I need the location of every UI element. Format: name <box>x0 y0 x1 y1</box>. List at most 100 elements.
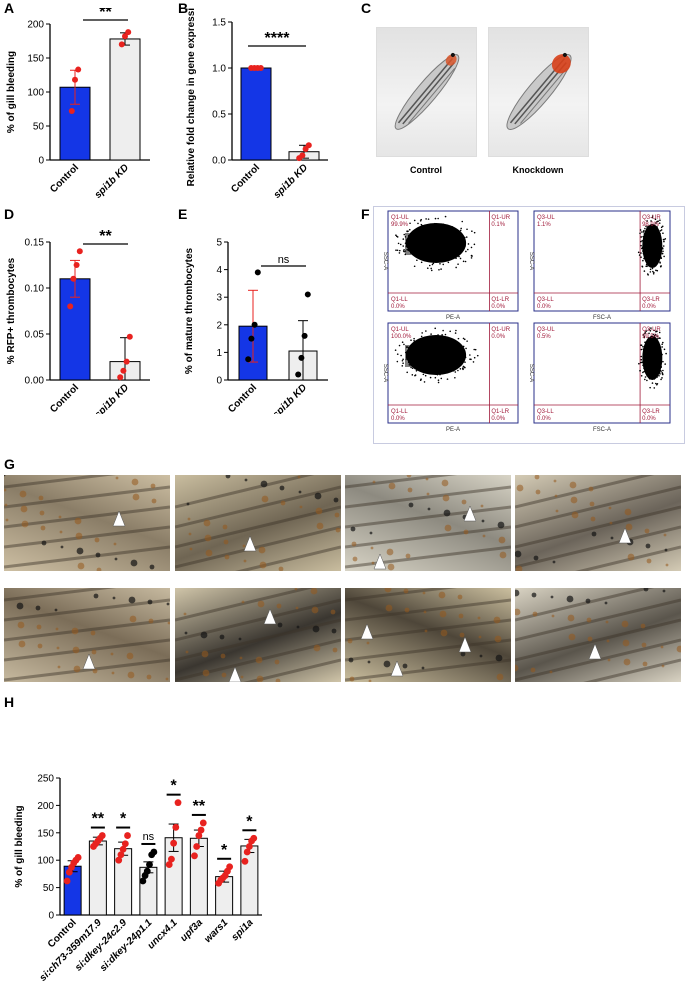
chart-b-gene-expression: 0.0 0.5 1.0 1.5 Relative fold change in gene… <box>186 8 328 201</box>
pigment-dot <box>114 557 118 561</box>
microscopy-image <box>515 588 681 682</box>
pigment-dot <box>493 616 501 624</box>
data-point <box>73 262 80 268</box>
quadrant-ll-label: Q1-LL <box>391 297 408 303</box>
muscle-fiber <box>4 505 170 529</box>
event-dot <box>644 378 646 381</box>
flow-y-axis-label: SSC-A <box>528 252 534 270</box>
muscle-fiber <box>175 588 315 622</box>
y-tick-label: 1 <box>216 348 222 359</box>
pigment-dot <box>515 565 523 571</box>
bar-treatment <box>109 38 141 161</box>
event-dot <box>444 333 447 336</box>
data-point <box>119 845 127 853</box>
event-dot <box>396 353 399 355</box>
event-dot <box>461 220 464 223</box>
event-dot <box>413 219 416 222</box>
microscopy-overlay <box>345 475 511 571</box>
event-dot <box>639 232 641 235</box>
event-dot <box>414 374 416 377</box>
quadrant-ur-value: 99.5% <box>642 334 660 340</box>
event-dot <box>644 341 646 344</box>
event-dot <box>408 228 411 231</box>
pigment-dot <box>276 603 282 609</box>
data-point <box>295 371 302 378</box>
arrowhead-icon <box>82 653 96 670</box>
pigment-dot <box>480 504 484 508</box>
pigment-dot <box>165 677 169 681</box>
event-dot <box>638 254 641 256</box>
pigment-dot <box>568 633 576 641</box>
arrowhead-icon <box>618 527 632 544</box>
quadrant-lr-label: Q3-LR <box>642 297 660 303</box>
pigment-dot <box>298 490 302 494</box>
y-tick-label: 100 <box>27 88 44 99</box>
muscle-fiber <box>345 618 511 642</box>
pigment-dot <box>60 545 64 549</box>
pigment-dot <box>463 529 469 535</box>
pigment-dot <box>299 505 303 509</box>
flow-plot: Q3-UL0.5%Q3-UR99.5%Q3-LL0.0%Q3-LR0.0%FSC… <box>528 322 671 433</box>
category-label: spi1b KD <box>93 382 131 414</box>
event-dot <box>398 344 401 347</box>
muscle-fiber <box>234 545 341 571</box>
event-dot <box>643 370 645 373</box>
pigment-dot <box>4 475 6 477</box>
event-dot <box>657 371 660 373</box>
significance-label: ** <box>99 228 112 245</box>
pigment-dot <box>316 522 324 530</box>
pigment-dot <box>515 550 522 558</box>
data-point <box>257 65 264 71</box>
y-tick-label: 150 <box>37 828 54 839</box>
pigment-dot <box>330 609 336 615</box>
pigment-dot <box>387 563 395 571</box>
pigment-dot <box>515 664 519 672</box>
pigment-dot <box>92 668 98 674</box>
event-dot <box>643 270 646 272</box>
event-dot <box>419 379 422 382</box>
quadrant-lr-label: Q1-LR <box>491 297 509 303</box>
chart-e-mature-thrombocytes: 0 1 2 3 4 5 % of mature thrombocytes Control spi… <box>184 238 328 414</box>
pigment-dot <box>38 495 44 501</box>
pigment-dot <box>478 635 482 639</box>
pigment-dot <box>516 484 524 492</box>
event-dot <box>454 376 456 379</box>
panel-label-h: H <box>4 694 15 710</box>
event-dot <box>662 360 664 363</box>
pigment-dot <box>202 669 210 677</box>
event-dot <box>640 240 642 243</box>
pigment-dot <box>111 671 115 675</box>
pigment-dot <box>331 628 337 634</box>
data-point <box>72 76 78 83</box>
event-dot <box>397 242 400 245</box>
event-cloud <box>406 335 467 375</box>
pigment-dot <box>110 652 114 656</box>
event-dot <box>417 222 419 225</box>
pigment-dot <box>553 479 557 483</box>
event-dot <box>659 219 661 222</box>
microscopy-overlay <box>175 588 341 682</box>
pigment-dot <box>676 645 681 653</box>
knockdown-fish-image <box>506 52 572 130</box>
event-dot <box>437 379 440 381</box>
event-dot <box>646 265 648 268</box>
flow-plot: Q1-UL99.9%Q1-UR0.1%Q1-LL0.0%Q1-LR0.0%PE-… <box>382 210 519 321</box>
event-dot <box>422 373 425 376</box>
event-dot <box>403 233 406 236</box>
pigment-dot <box>71 627 79 635</box>
pigment-dot <box>94 537 100 543</box>
significance-label: * <box>246 813 253 830</box>
event-dot <box>640 231 643 233</box>
pigment-dot <box>274 659 280 665</box>
event-dot <box>658 337 661 339</box>
event-dot <box>660 226 663 229</box>
pigment-dot <box>4 488 7 492</box>
flow-y-axis-label: SSC-A <box>382 252 388 270</box>
pigment-dot <box>444 524 452 532</box>
category-label: Control <box>229 162 262 195</box>
event-dot <box>647 264 649 267</box>
quadrant-ll-label: Q3-LL <box>537 409 554 415</box>
pigment-dot <box>347 638 353 644</box>
arrowhead-icon <box>373 553 387 570</box>
pigment-dot <box>238 637 242 641</box>
